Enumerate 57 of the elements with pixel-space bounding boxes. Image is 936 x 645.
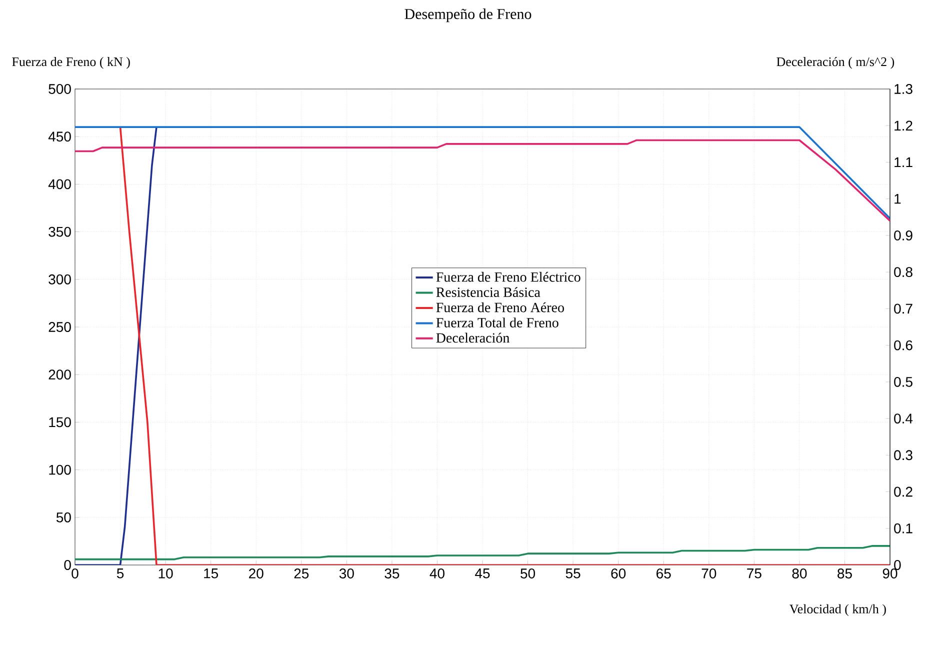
y-tick-label: 250 <box>48 322 71 332</box>
y-tick-label: 0 <box>64 560 71 570</box>
y2-tick-label: 0.7 <box>894 304 912 314</box>
x-tick-label: 10 <box>158 568 173 578</box>
x-tick-label: 15 <box>204 568 218 578</box>
x-tick-label: 85 <box>838 568 852 578</box>
y2-tick-label: 0.3 <box>894 450 912 460</box>
legend-label: Fuerza de Freno Eléctrico <box>436 272 580 282</box>
y2-tick-label: 0.8 <box>894 267 912 278</box>
y-tick-label: 100 <box>49 464 71 475</box>
y2-tick-label: 1.2 <box>894 120 912 130</box>
x-tick-label: 65 <box>656 568 671 578</box>
x-tick-label: 60 <box>611 568 626 578</box>
x-tick-label: 90 <box>882 568 898 578</box>
x-tick-label: 20 <box>249 568 264 578</box>
y-tick-label: 500 <box>48 84 71 94</box>
line-series <box>119 126 890 565</box>
x-tick-label: 75 <box>747 568 762 578</box>
chart-title: Desempeño de Freno <box>404 8 532 22</box>
y-axis-title: Fuerza de Freno ( kN ) <box>12 57 130 69</box>
y2-tick-label: 1 <box>894 194 901 204</box>
y-tick-label: 400 <box>48 179 71 190</box>
x-tick-label: 0 <box>72 568 78 578</box>
x-tick-label: 45 <box>475 568 490 578</box>
x-tick-label: 35 <box>384 568 400 578</box>
y-tick-label: 200 <box>48 370 71 380</box>
x-tick-label: 5 <box>116 568 124 578</box>
y-tick-label: 50 <box>56 512 71 522</box>
y2-tick-label: 0.1 <box>894 523 912 534</box>
y2-tick-label: 0.4 <box>894 414 913 424</box>
x-tick-label: 50 <box>520 568 536 578</box>
y-tick-label: 300 <box>48 274 71 284</box>
x-tick-label: 55 <box>566 568 580 578</box>
y-tick-label: 450 <box>48 132 71 142</box>
y2-tick-label: 1.3 <box>894 84 912 94</box>
y2-tick-label: 0.2 <box>894 486 912 497</box>
y2-tick-label: 1.1 <box>894 157 912 168</box>
x-tick-label: 70 <box>702 568 716 578</box>
x-tick-label: 25 <box>294 568 309 578</box>
legend-label: Resistencia Básica <box>436 287 540 297</box>
x-tick-label: 40 <box>430 568 444 578</box>
y-tick-label: 350 <box>48 226 71 237</box>
line-series <box>75 139 890 222</box>
legend-label: Fuerza de Freno Aéreo <box>436 302 564 312</box>
y2-tick-label: 0.6 <box>894 340 912 350</box>
y2-axis-title: Deceleración ( m/s^2 ) <box>776 57 894 69</box>
y2-tick-label: 0 <box>894 560 901 570</box>
x-tick-label: 30 <box>339 568 354 578</box>
legend-label: Deceleración <box>436 332 510 343</box>
legend-label: Fuerza Total de Freno <box>436 318 558 328</box>
y2-tick-label: 0.9 <box>894 230 912 240</box>
line-series <box>75 545 890 560</box>
x-tick-label: 80 <box>792 568 807 578</box>
y-tick-label: 150 <box>49 417 71 428</box>
line-series <box>75 126 158 565</box>
y2-tick-label: 0.5 <box>894 376 912 387</box>
x-axis-title: Velocidad ( km/h ) <box>790 604 886 616</box>
